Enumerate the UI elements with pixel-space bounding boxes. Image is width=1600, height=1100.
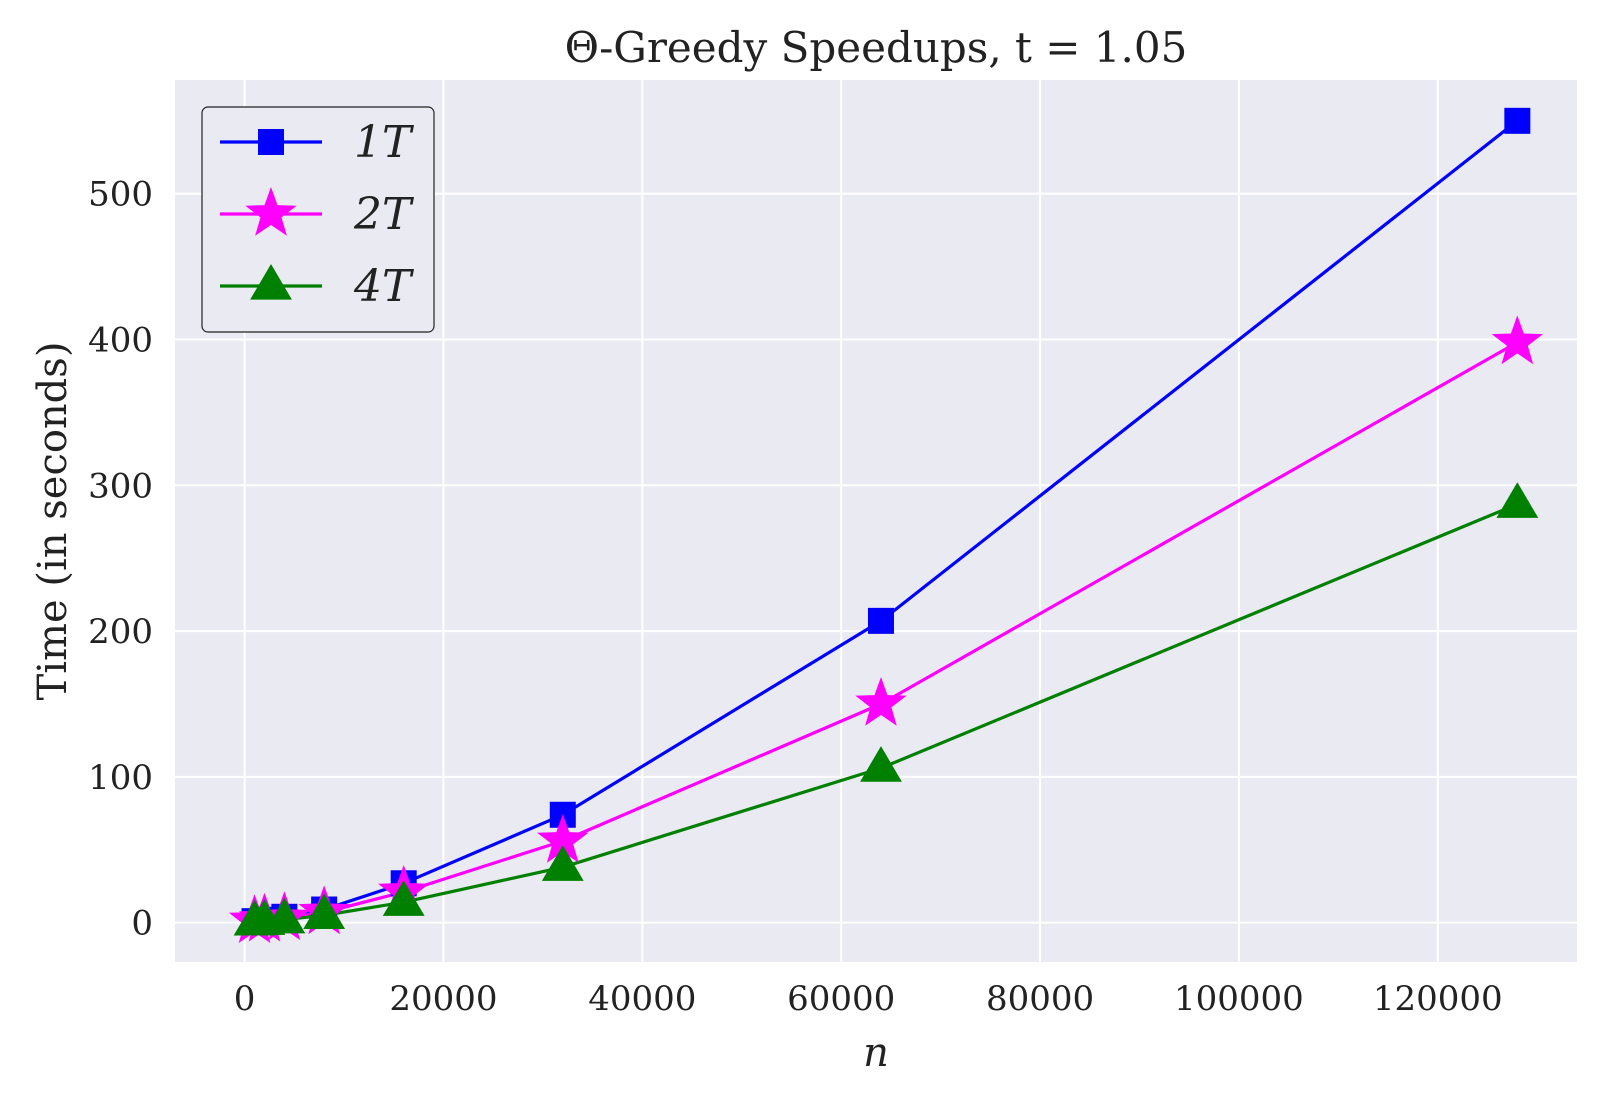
data-point-4t	[541, 845, 584, 881]
data-point-4t	[263, 897, 306, 934]
y-tick-labels: 0 100 200 300 400 500	[88, 175, 153, 944]
data-point-4t	[382, 880, 425, 916]
data-point-2t	[537, 814, 589, 863]
legend: 1T 2T 4T	[201, 106, 435, 333]
legend-marker-1t	[258, 129, 284, 155]
y-tick-label: 200	[88, 612, 153, 652]
data-point-4t	[860, 746, 902, 782]
data-point-4t	[303, 893, 346, 929]
y-axis-title: Time (in seconds)	[30, 342, 76, 701]
x-tick-label: 120000	[1373, 979, 1503, 1019]
data-point-1t	[1504, 107, 1531, 134]
y-tick-label: 0	[131, 904, 153, 944]
data-point-4t	[1496, 482, 1539, 518]
data-point-2t	[1491, 315, 1543, 365]
legend-label-1t: 1T	[354, 117, 415, 168]
legend-marker-2t	[245, 187, 297, 236]
x-tick-label: 100000	[1174, 979, 1304, 1019]
legend-label-4t: 4T	[353, 261, 415, 312]
series-markers	[228, 107, 1543, 943]
legend-box	[201, 106, 435, 333]
x-tick-label: 0	[234, 979, 256, 1019]
legend-label-2t: 2T	[353, 189, 415, 240]
legend-items: 1T 2T 4T	[220, 117, 415, 312]
y-tick-label: 300	[88, 466, 153, 506]
x-tick-label: 40000	[588, 979, 696, 1019]
x-tick-label: 20000	[389, 979, 497, 1019]
x-tick-label: 80000	[986, 979, 1094, 1019]
x-tick-labels: 0 20000 40000 60000 80000 100000 120000	[234, 979, 1503, 1019]
legend-marker-4t	[250, 264, 292, 300]
data-point-1t	[867, 607, 894, 634]
x-tick-label: 60000	[787, 979, 895, 1019]
data-point-2t	[855, 677, 907, 726]
x-axis-title: n	[863, 1030, 889, 1076]
y-tick-label: 100	[88, 758, 153, 798]
chart-title: Θ-Greedy Speedups, t = 1.05	[565, 23, 1188, 72]
y-tick-label: 400	[88, 320, 153, 360]
y-tick-label: 500	[88, 175, 153, 215]
